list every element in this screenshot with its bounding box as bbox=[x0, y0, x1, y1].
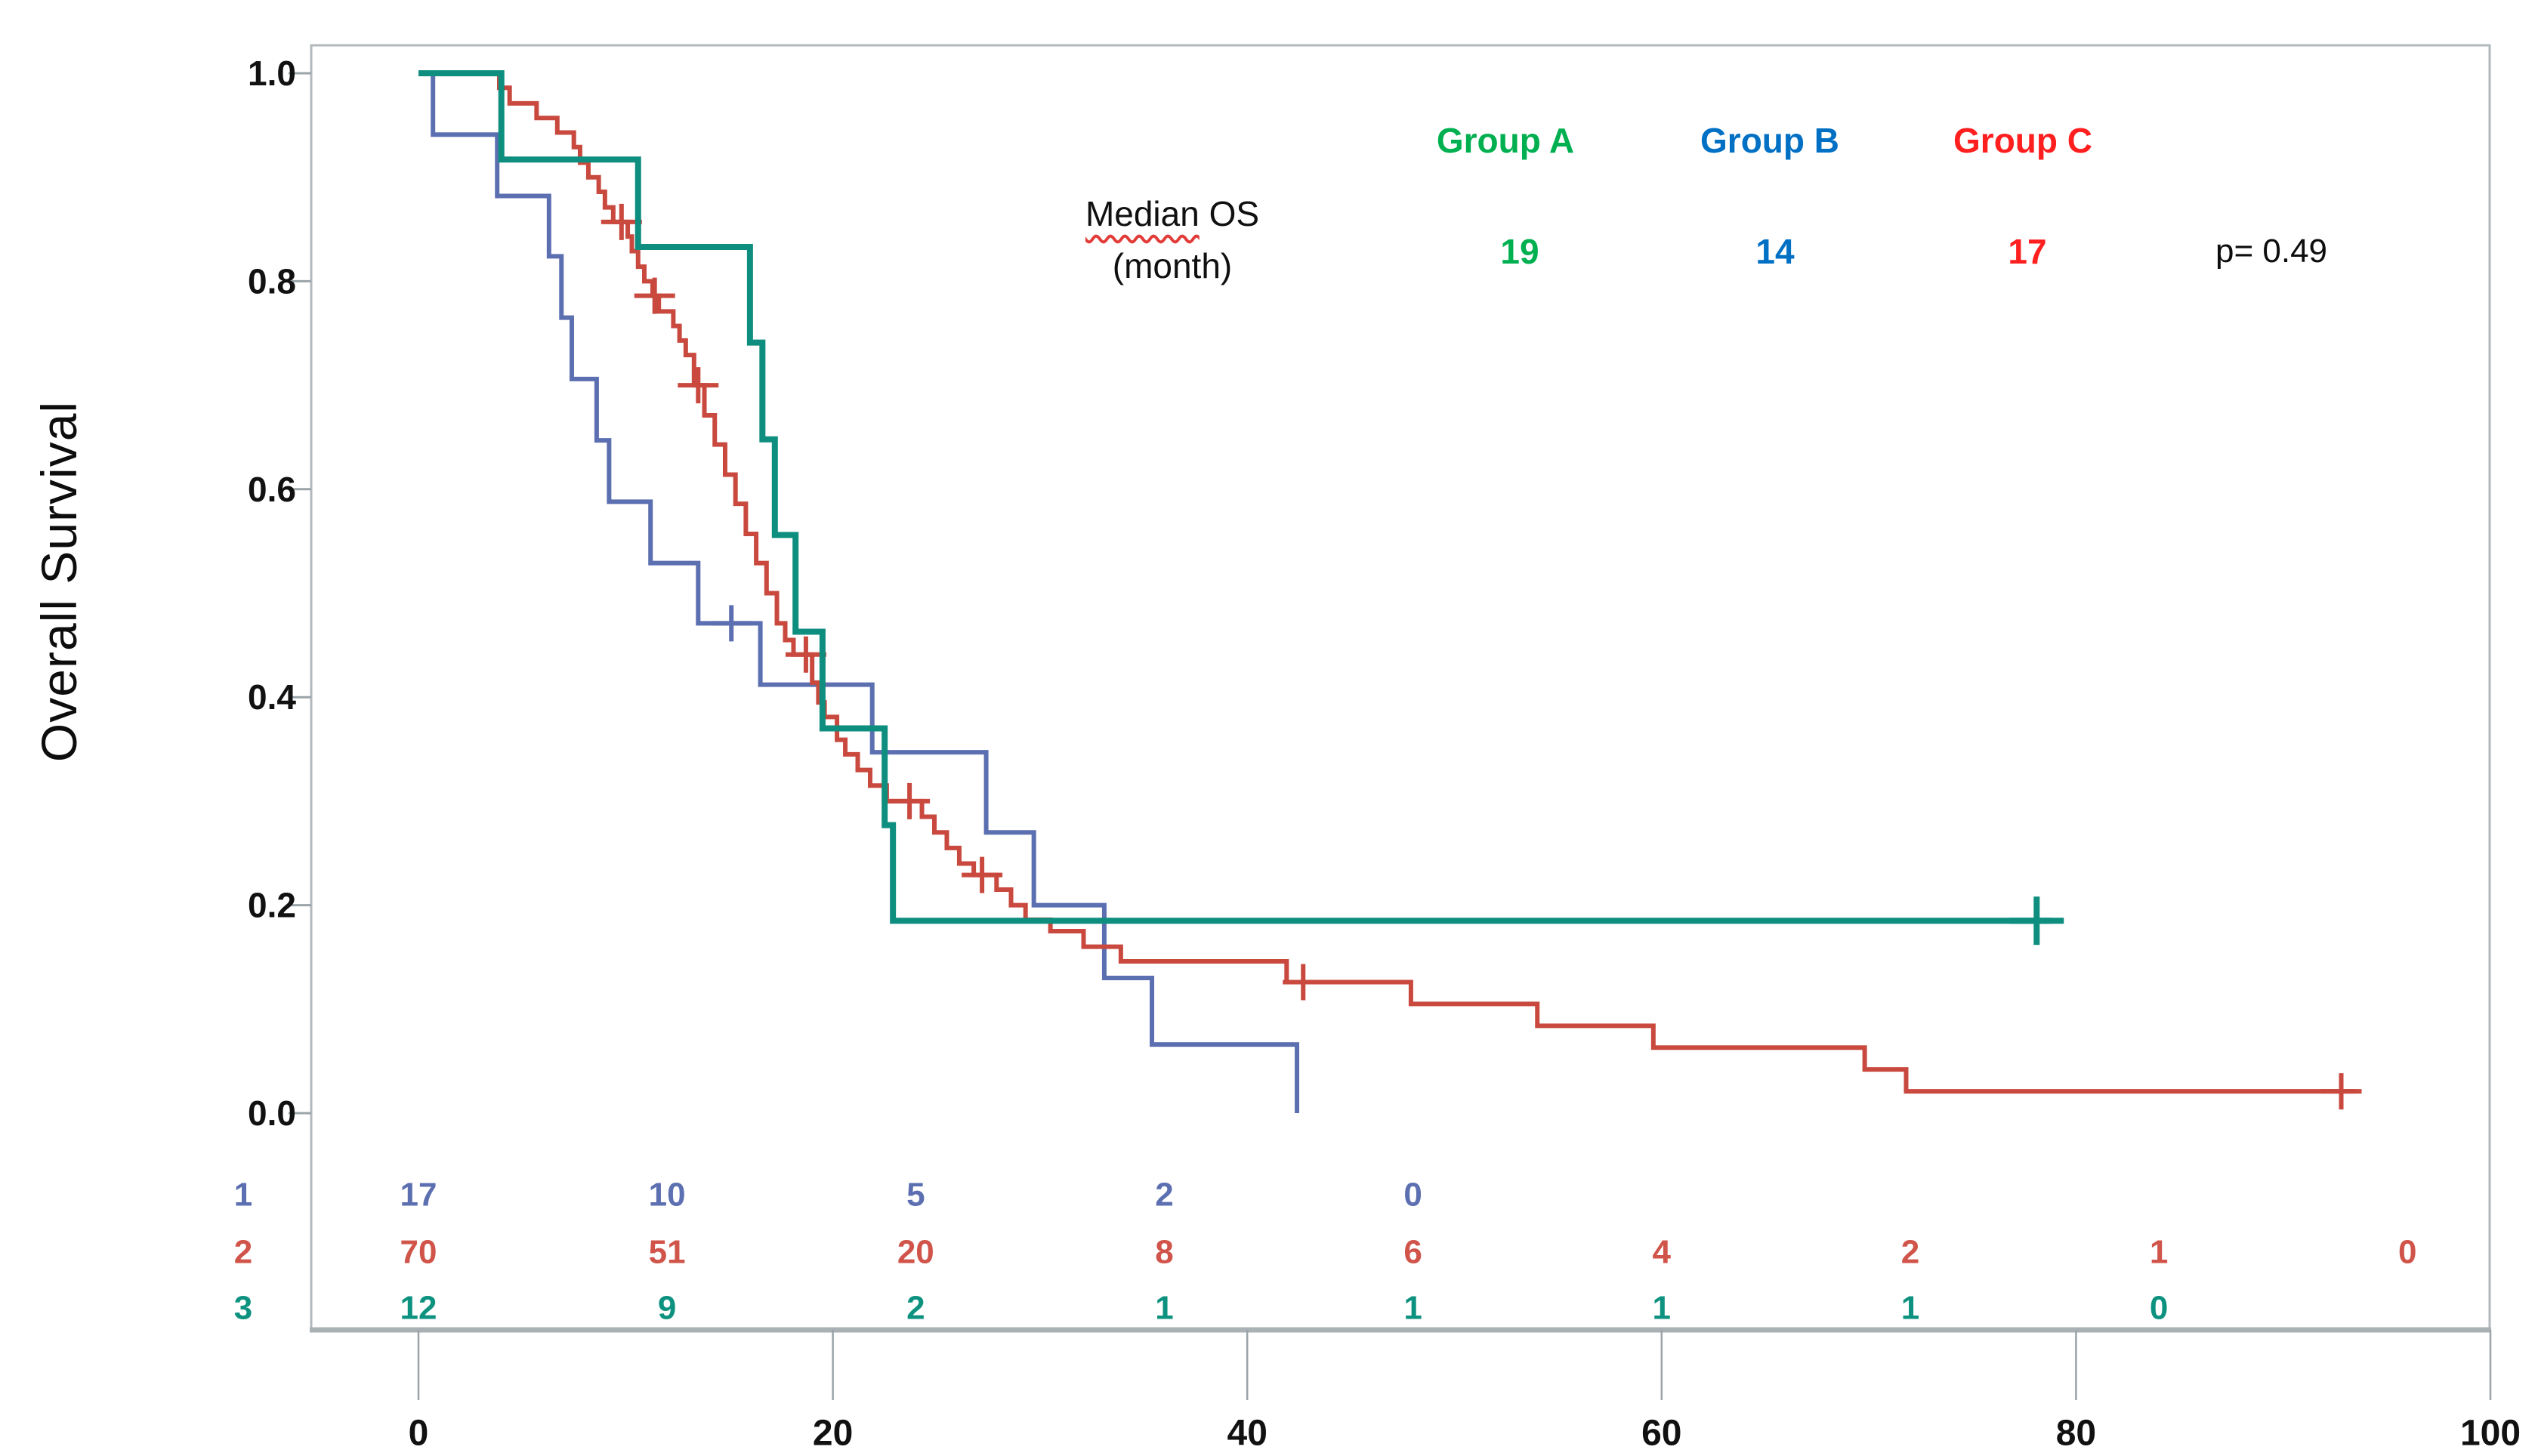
km-curve-group-c bbox=[418, 71, 2356, 1094]
risk-count: 2 bbox=[1155, 1177, 1173, 1214]
y-axis-title: Overall Survival bbox=[31, 400, 87, 763]
risk-count: 1 bbox=[1403, 1290, 1422, 1327]
y-tick-label: 0.2 bbox=[248, 886, 296, 925]
median-value-group-b: 14 bbox=[1755, 232, 1795, 271]
censor-mark-group-c bbox=[2320, 1073, 2362, 1110]
risk-count: 9 bbox=[658, 1290, 676, 1327]
risk-row-label: 3 bbox=[234, 1290, 252, 1327]
median-value-group-a: 19 bbox=[1500, 232, 1539, 271]
median-rest: OS bbox=[1199, 194, 1260, 233]
x-tick-label: 40 bbox=[1227, 1414, 1267, 1454]
legend-group-b-label: Group B bbox=[1700, 121, 1839, 160]
censor-mark-group-a bbox=[2009, 896, 2064, 945]
censor-mark-group-c bbox=[889, 782, 931, 819]
risk-count: 10 bbox=[649, 1177, 686, 1214]
risk-count: 2 bbox=[906, 1290, 925, 1327]
censor-mark-group-c bbox=[962, 856, 1003, 893]
x-tick-label: 100 bbox=[2460, 1414, 2521, 1454]
censor-mark-group-c bbox=[678, 367, 719, 404]
y-tick-label: 0.6 bbox=[248, 470, 296, 509]
median-value-group-c: 17 bbox=[2008, 232, 2047, 271]
risk-row-label: 2 bbox=[234, 1234, 252, 1271]
x-tick-label: 80 bbox=[2056, 1414, 2096, 1454]
p-value-label: p= 0.49 bbox=[2215, 233, 2328, 270]
y-tick-label: 0.8 bbox=[248, 261, 296, 301]
risk-count: 1 bbox=[1155, 1290, 1173, 1327]
legend-group-c-label: Group C bbox=[1953, 121, 2092, 160]
x-tick-label: 20 bbox=[813, 1414, 853, 1454]
y-tick-label: 1.0 bbox=[248, 54, 296, 93]
risk-count: 1 bbox=[2150, 1234, 2168, 1271]
risk-count: 17 bbox=[400, 1177, 437, 1214]
y-tick-label: 0.0 bbox=[248, 1094, 296, 1133]
legend-group-a-label: Group A bbox=[1436, 121, 1575, 160]
risk-count: 20 bbox=[897, 1234, 934, 1271]
risk-count: 0 bbox=[2398, 1234, 2416, 1271]
risk-count: 6 bbox=[1403, 1234, 1422, 1271]
risk-count: 0 bbox=[2150, 1290, 2168, 1327]
risk-count: 5 bbox=[906, 1177, 925, 1214]
km-curve-group-a bbox=[418, 70, 2052, 924]
risk-count: 4 bbox=[1653, 1234, 1672, 1271]
risk-count: 1 bbox=[1901, 1290, 1919, 1327]
x-tick-label: 0 bbox=[409, 1414, 429, 1454]
risk-count: 0 bbox=[1403, 1177, 1422, 1214]
censor-mark-group-b bbox=[711, 605, 752, 642]
censor-mark-group-c bbox=[634, 277, 675, 314]
x-tick-label: 60 bbox=[1641, 1414, 1681, 1454]
median-os-label: Median OS bbox=[1085, 193, 1259, 234]
risk-row-label: 1 bbox=[234, 1177, 252, 1214]
y-tick-label: 0.4 bbox=[248, 677, 296, 717]
risk-count: 51 bbox=[649, 1234, 686, 1271]
risk-count: 70 bbox=[400, 1234, 437, 1271]
risk-count: 8 bbox=[1155, 1234, 1173, 1271]
km-curve-group-b bbox=[418, 71, 1300, 1113]
median-word: Median bbox=[1085, 194, 1200, 233]
risk-count: 2 bbox=[1901, 1234, 1919, 1271]
median-unit-label: (month) bbox=[1112, 246, 1233, 285]
risk-count: 12 bbox=[400, 1290, 437, 1327]
risk-count: 1 bbox=[1653, 1290, 1671, 1327]
censor-mark-group-c bbox=[1283, 964, 1324, 1001]
